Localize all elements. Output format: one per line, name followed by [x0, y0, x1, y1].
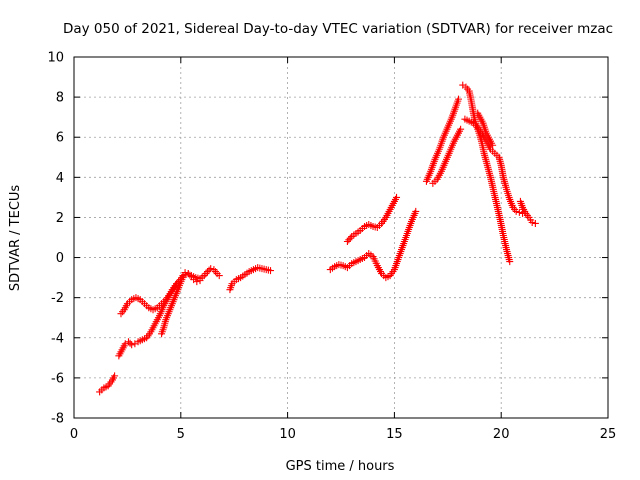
x-tick-labels: 0 5 10 15 20 25 [70, 427, 616, 442]
grid-lines [74, 57, 608, 418]
data-point [128, 341, 136, 349]
x-axis-label: GPS time / hours [286, 459, 395, 474]
y-tick-label: 4 [56, 171, 64, 186]
data-point [196, 277, 204, 285]
axis-ticks [73, 56, 609, 419]
y-tick-label: 8 [56, 91, 64, 106]
data-point [207, 265, 215, 273]
data-point [457, 125, 465, 133]
y-axis-label: SDTVAR / TECUs [8, 185, 23, 292]
y-tick-label: -8 [51, 412, 64, 427]
data-point [412, 207, 420, 215]
data-point [528, 218, 536, 226]
data-point [186, 271, 194, 279]
y-tick-label: 2 [56, 211, 64, 226]
data-point [193, 278, 201, 286]
y-tick-label: 10 [47, 51, 64, 66]
data-point [346, 234, 354, 242]
data-points [96, 81, 539, 396]
chart-title: Day 050 of 2021, Sidereal Day-to-day VTE… [63, 21, 613, 37]
data-point [204, 268, 211, 276]
data-point [521, 207, 529, 215]
y-tick-label: 6 [56, 131, 64, 146]
x-tick-label: 0 [70, 427, 78, 442]
y-tick-label: 0 [56, 251, 64, 266]
data-point [489, 141, 497, 149]
x-tick-label: 20 [493, 427, 510, 442]
data-point [393, 193, 401, 201]
data-point [124, 338, 132, 346]
y-tick-label: -6 [51, 371, 64, 386]
data-point [184, 270, 192, 278]
x-tick-label: 15 [386, 427, 403, 442]
data-point [454, 95, 462, 103]
data-point [506, 258, 514, 266]
data-point [531, 219, 539, 227]
plot-area [73, 56, 609, 419]
x-tick-label: 10 [279, 427, 296, 442]
x-tick-label: 25 [600, 427, 617, 442]
data-point [215, 272, 223, 280]
y-tick-label: -2 [51, 291, 64, 306]
y-tick-label: -4 [51, 331, 64, 346]
y-tick-labels: -8 -6 -4 -2 0 2 4 6 8 10 [47, 51, 64, 427]
data-point [512, 207, 520, 215]
data-point [515, 208, 523, 216]
data-point [267, 267, 275, 275]
x-tick-label: 5 [177, 427, 185, 442]
data-point [111, 372, 119, 380]
